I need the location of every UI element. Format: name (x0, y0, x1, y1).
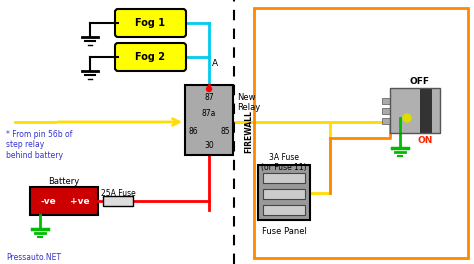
Text: * From pin 56b of
step relay
behind battery: * From pin 56b of step relay behind batt… (6, 130, 73, 160)
Bar (263, 189, 305, 199)
Text: Fog 2: Fog 2 (136, 52, 165, 62)
Text: 86: 86 (188, 126, 198, 135)
Text: Battery: Battery (48, 177, 80, 186)
Bar (420, 87, 432, 133)
Text: -ve: -ve (40, 196, 56, 205)
Text: 3A Fuse
(or Fuse 11): 3A Fuse (or Fuse 11) (261, 153, 307, 172)
Bar (254, 8, 468, 258)
Text: New
Relay: New Relay (237, 93, 260, 112)
Text: +ve: +ve (70, 196, 90, 205)
Circle shape (403, 114, 411, 122)
Bar (390, 87, 440, 133)
Bar (382, 98, 390, 104)
FancyBboxPatch shape (115, 43, 186, 71)
Bar (382, 118, 390, 124)
FancyBboxPatch shape (185, 85, 233, 155)
FancyBboxPatch shape (115, 9, 186, 37)
Bar (382, 108, 390, 114)
Bar (258, 165, 310, 220)
Text: 25A Fuse: 25A Fuse (100, 188, 136, 197)
Text: A: A (212, 59, 218, 68)
Text: 87a: 87a (202, 109, 216, 117)
Circle shape (207, 87, 211, 92)
Text: Fuse Panel: Fuse Panel (262, 228, 306, 237)
Text: Fog 1: Fog 1 (136, 18, 165, 28)
Text: FIREWALL: FIREWALL (245, 111, 254, 153)
FancyBboxPatch shape (103, 196, 133, 206)
Bar (390, 87, 440, 133)
Text: 87: 87 (204, 92, 214, 101)
Bar (263, 173, 305, 183)
Bar (263, 205, 305, 215)
Text: 85: 85 (220, 126, 230, 135)
Text: Pressauto.NET: Pressauto.NET (6, 252, 61, 262)
FancyBboxPatch shape (30, 187, 98, 215)
Text: 30: 30 (204, 140, 214, 149)
Text: ON: ON (417, 136, 433, 145)
Text: OFF: OFF (410, 77, 430, 86)
